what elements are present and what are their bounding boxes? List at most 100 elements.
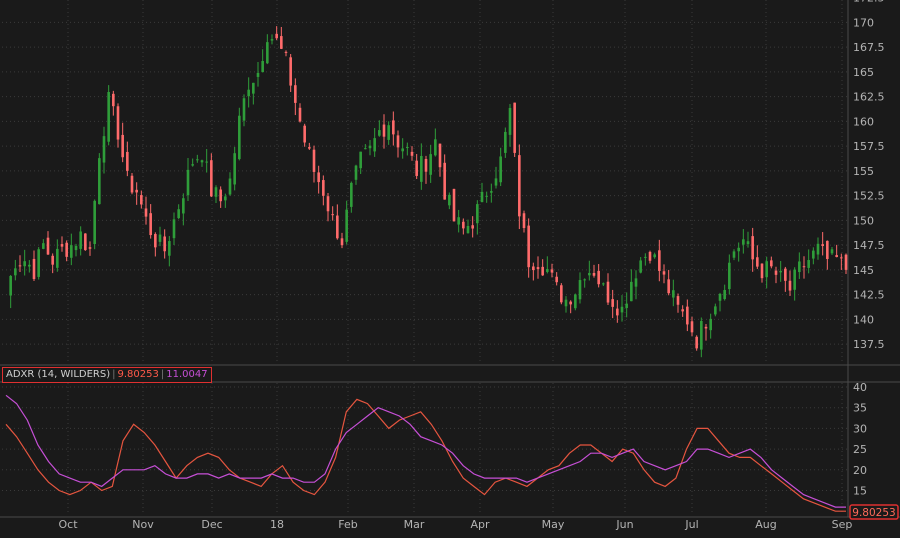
candle-body [485,195,488,197]
candle-body [18,265,22,267]
price-axis-tick-label: 165 [853,66,874,79]
candle-body [322,180,325,196]
candle-body [93,200,96,244]
candle-body [214,187,218,197]
candle-body [555,276,558,283]
candle-body [280,36,283,49]
candle-body [158,234,162,242]
candle-body [42,243,45,249]
candle-body [616,308,619,316]
candle-body [462,221,465,229]
x-axis-month-label: Sep [832,518,853,531]
x-axis-month-label: Oct [58,518,78,531]
candle-body [658,250,661,271]
price-axis-tick-label: 137.5 [853,338,885,351]
candle-body [317,172,320,183]
candle-body [798,261,801,273]
indicator-name: ADXR (14, WILDERS) [6,369,111,380]
candle-body [284,51,288,53]
candle-body [84,233,87,251]
candle-body [737,247,740,252]
candle-body [536,267,540,270]
indicator-line-adxr [5,394,846,508]
candle-body [592,272,596,276]
candle-body [569,301,572,305]
candle-body [308,147,311,149]
candle-body [672,290,675,298]
candle-body [23,261,26,267]
candle-body [807,260,810,268]
candle-body [32,258,36,280]
candle-body [70,245,73,258]
candle-body [602,283,605,285]
candle-body [826,240,829,259]
candle-body [639,260,642,273]
candle-body [625,303,628,308]
price-axis-tick-label: 142.5 [853,289,885,302]
indicator-adxr-value: 11.0047 [166,369,208,380]
candle-body [438,143,442,168]
candle-body [135,189,138,193]
candle-body [681,309,684,312]
candle-body [816,243,820,255]
candle-body [784,268,787,281]
candle-body [359,151,362,169]
candle-body [541,266,544,276]
x-axis-month-label: Aug [755,518,776,531]
candle-body [266,42,269,64]
candle-body [270,39,274,41]
candle-body [14,268,17,276]
candle-body [238,115,241,160]
candle-body [256,72,260,77]
candle-body [228,178,232,195]
price-axis-tick-label: 140 [853,313,874,326]
candle-body [513,102,516,153]
candle-body [844,254,848,270]
candle-body [732,251,736,258]
candle-body [522,213,526,229]
candle-body [345,209,348,242]
candle-body [424,158,428,172]
candle-body [667,279,670,294]
candle-body [275,33,278,39]
candle-body [88,247,92,249]
candle-body [420,155,423,182]
candle-body [648,251,652,261]
candle-body [247,89,250,97]
candle-body [252,82,255,94]
indicator-axis-tick-label: 40 [853,381,867,394]
candle-body [760,263,764,279]
candle-body [401,148,404,152]
candle-body [396,135,400,148]
candle-body [443,162,446,200]
candle-body [98,158,101,205]
candle-body [550,269,554,273]
candle-body [56,248,59,268]
candle-body [112,93,115,107]
candle-body [191,164,194,166]
candle-body [242,98,246,121]
candle-body [387,125,390,140]
candle-body [79,231,82,249]
candle-body [830,249,834,254]
candle-body [378,130,381,136]
candle-body [821,244,824,246]
candle-body [466,225,470,234]
candle-body [611,299,614,307]
indicator-label-box[interactable]: ADXR (14, WILDERS) | 9.80253 | 11.0047 [2,367,212,383]
candle-body [532,266,535,271]
candle-body [224,196,227,201]
candle-body [620,306,624,313]
candle-body [219,189,222,202]
candle-body [429,154,432,175]
candle-body [126,151,129,171]
candle-body [74,245,78,251]
candle-body [336,215,339,239]
candle-body [508,107,512,135]
candle-body [154,234,157,248]
candle-body [770,260,773,267]
candle-body [578,280,582,300]
indicator-axis-tick-label: 25 [853,443,867,456]
